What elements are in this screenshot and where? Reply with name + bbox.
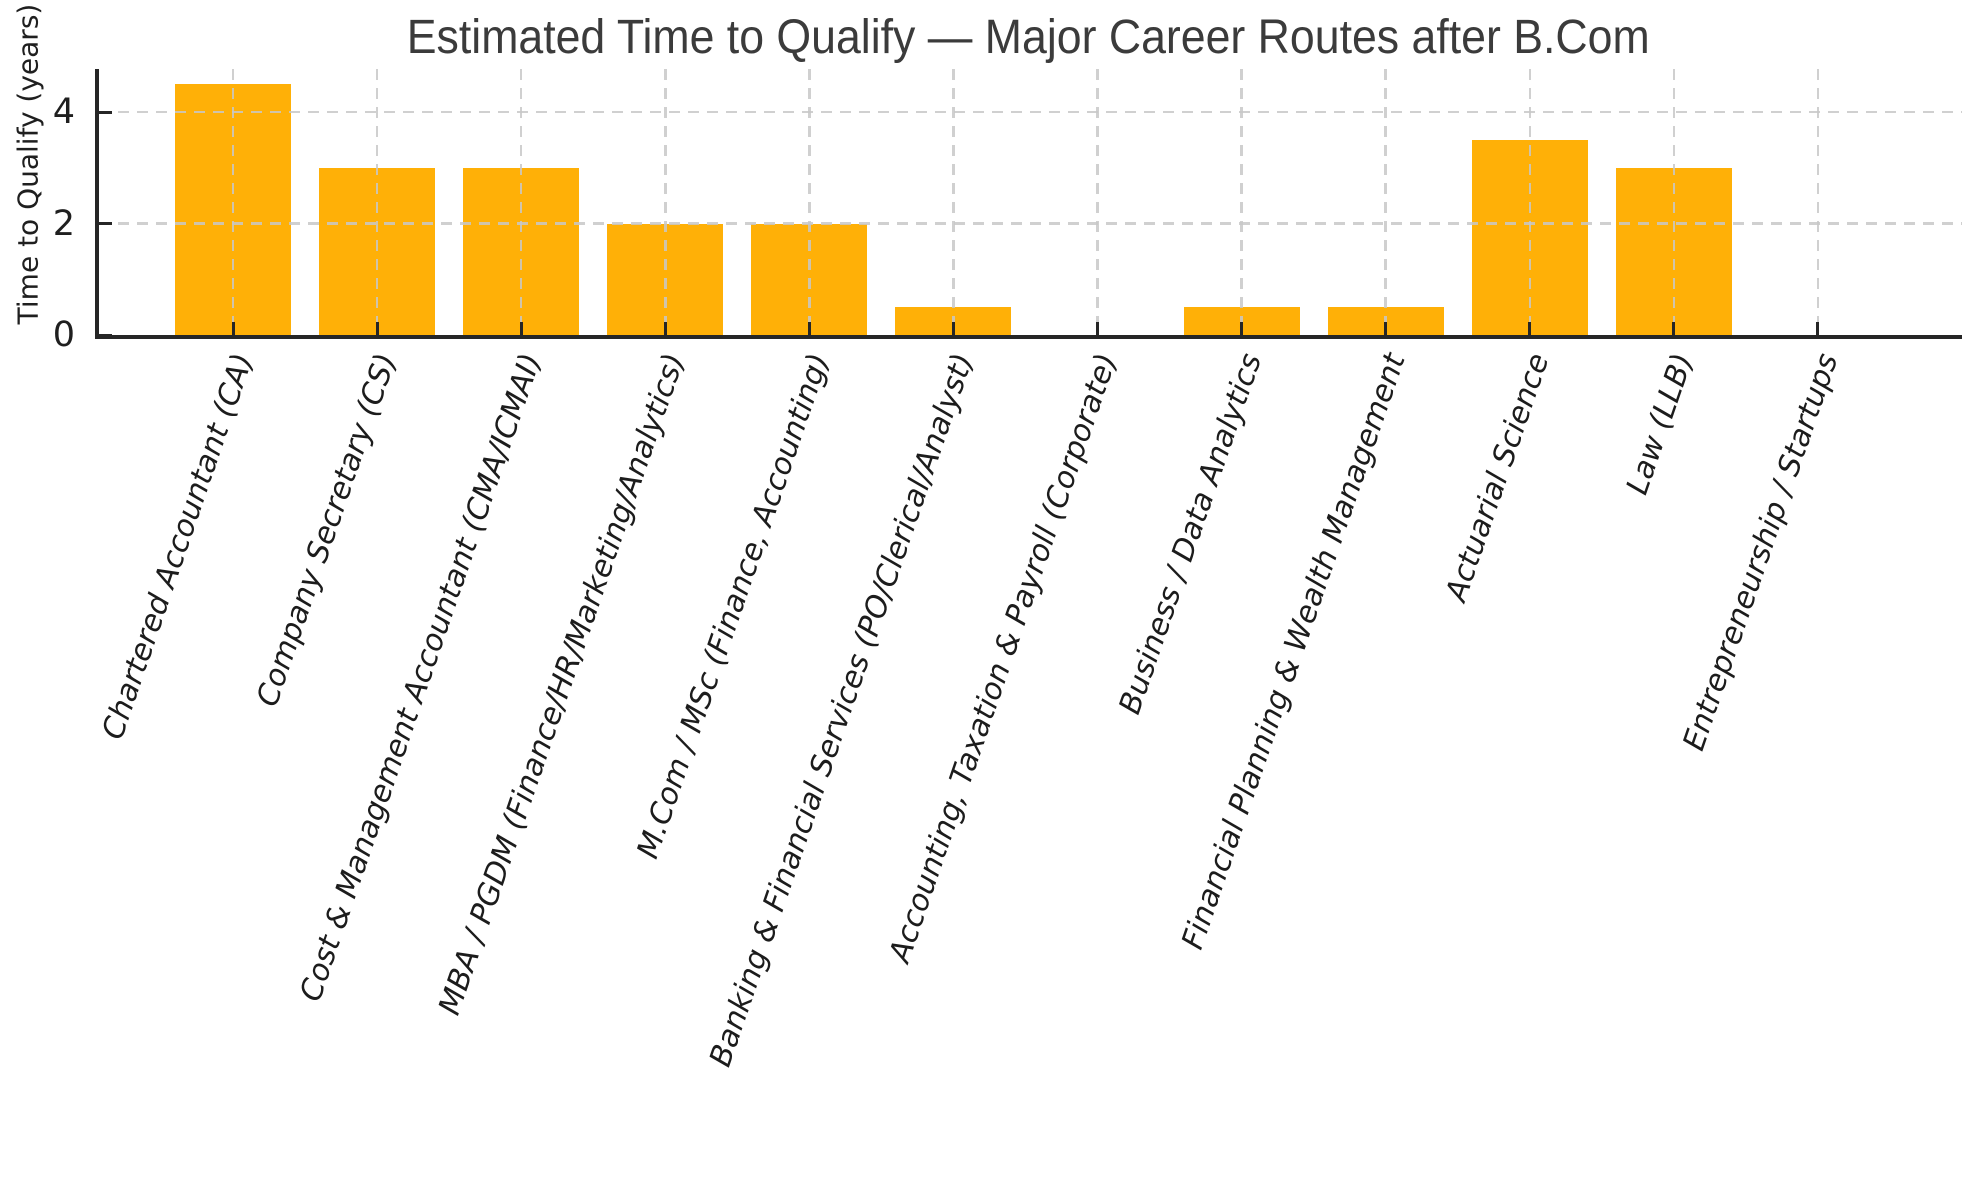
x-tick-mark <box>519 322 523 335</box>
v-gridline <box>952 69 955 335</box>
x-tick-mark <box>663 322 667 335</box>
v-gridline <box>1528 69 1532 335</box>
y-tick-mark <box>99 333 112 337</box>
v-gridline <box>375 69 379 335</box>
y-axis-label-text: Time to Qualify (years) <box>11 3 45 325</box>
x-tick-label-text: Law (LLB) <box>1620 349 1701 500</box>
v-gridline <box>664 69 667 335</box>
plot-area: Chartered Accountant (CA) Company Secreta… <box>53 69 1962 1071</box>
x-tick-mark <box>1240 322 1244 335</box>
y-tick-mark <box>99 110 112 114</box>
x-tick-label-text: MBA / PGDM (Finance/HR/Marketing/Analyti… <box>432 349 693 1020</box>
chart-title: Estimated Time to Qualify — Major Career… <box>95 10 1962 65</box>
x-tick-label-text: Company Secretary (CS) <box>250 349 405 711</box>
x-tick-label-text: Actuarial Science <box>1439 349 1557 606</box>
h-gridline <box>99 222 1962 225</box>
v-gridline <box>1384 69 1387 335</box>
v-gridline <box>1096 69 1099 335</box>
x-tick-label-text: Entrepreneurship / Startups <box>1676 349 1846 756</box>
x-tick-mark <box>807 322 811 335</box>
v-gridline <box>808 69 811 335</box>
h-gridline <box>99 110 1962 114</box>
y-tick-mark <box>99 222 112 225</box>
y-tick-label: 2 <box>52 203 75 244</box>
x-tick-label-text: Business / Data Analytics <box>1112 349 1269 719</box>
x-tick-label-text: Banking & Financial Services (PO/Clerica… <box>702 349 981 1072</box>
x-tick-mark <box>1384 322 1388 335</box>
chart-title-text: Estimated Time to Qualify — Major Career… <box>407 11 1650 64</box>
x-tick-mark <box>1816 322 1820 335</box>
x-tick-mark <box>231 322 235 335</box>
x-tick-mark <box>375 322 379 335</box>
x-tick-mark <box>1528 322 1532 335</box>
v-gridline <box>1240 69 1243 335</box>
v-gridline <box>519 69 523 335</box>
y-tick-label: 0 <box>52 315 75 355</box>
v-gridline <box>1672 69 1676 335</box>
x-tick-label-text: Cost & Management Accountant (CMA/ICMAI) <box>292 349 549 1006</box>
x-tick-mark <box>1096 322 1100 335</box>
x-tick-label-text: Chartered Accountant (CA) <box>95 349 261 744</box>
v-gridline <box>231 69 235 335</box>
y-tick-label: 4 <box>52 92 75 132</box>
v-gridline <box>1816 69 1820 335</box>
x-tick-mark <box>951 322 955 335</box>
x-tick-mark <box>1672 322 1676 335</box>
